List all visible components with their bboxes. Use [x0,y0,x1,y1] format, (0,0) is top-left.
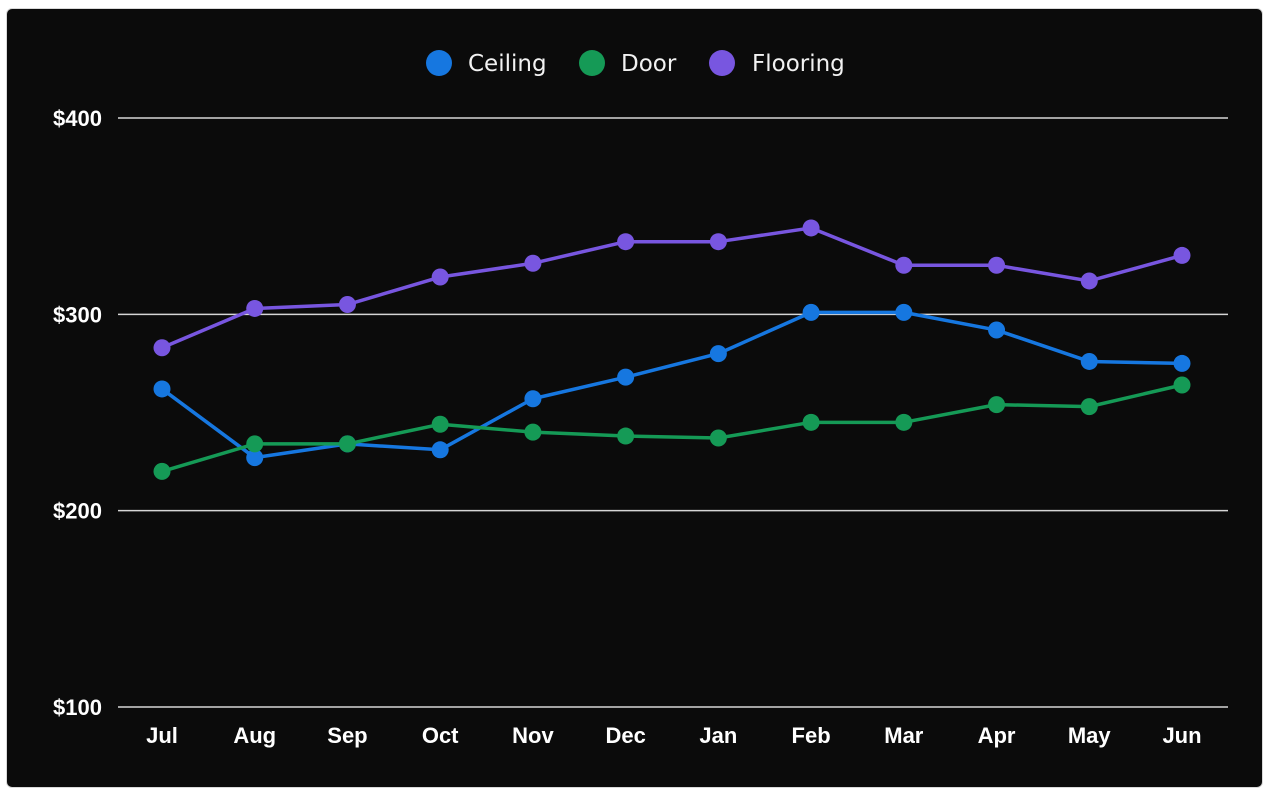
y-tick-label: $300 [53,302,102,327]
x-tick-label: Aug [233,723,276,748]
y-axis-ticks: $100 $200 $300 $400 [53,106,102,720]
data-point-door [246,435,264,453]
data-point-ceiling [524,390,542,408]
legend[interactable]: Ceiling Door Flooring [426,50,845,77]
legend-swatch-ceiling [426,50,452,76]
legend-item-door[interactable]: Door [579,50,677,77]
data-point-door [338,435,356,453]
data-point-flooring [153,339,171,357]
data-point-flooring [1173,246,1191,264]
data-point-ceiling [802,303,820,321]
series-line-door [160,383,1184,474]
legend-label-door: Door [621,51,677,77]
x-tick-label: Nov [512,723,554,748]
y-tick-label: $200 [53,499,102,524]
legend-item-ceiling[interactable]: Ceiling [426,50,547,77]
series-flooring [153,219,1191,357]
data-point-door [431,415,449,433]
data-point-flooring [709,233,727,251]
legend-swatch-door [579,50,605,76]
y-tick-label: $400 [53,106,102,131]
legend-swatch-flooring [709,50,735,76]
x-tick-label: Apr [978,723,1016,748]
data-point-flooring [431,268,449,286]
chart-panel [6,8,1263,788]
x-tick-label: Jan [699,723,737,748]
data-point-flooring [988,256,1006,274]
data-point-ceiling [1173,354,1191,372]
series-line-ceiling [160,310,1184,460]
data-point-flooring [617,233,635,251]
data-point-ceiling [709,345,727,363]
y-tick-label: $100 [53,695,102,720]
data-point-ceiling [246,449,264,467]
x-tick-label: Mar [884,723,924,748]
data-point-door [709,429,727,447]
x-tick-label: Jun [1162,723,1201,748]
data-point-door [802,413,820,431]
data-point-ceiling [895,303,913,321]
data-point-flooring [802,219,820,237]
x-axis-ticks: Jul Aug Sep Oct Nov Dec Jan Feb Mar Apr May Jun [146,723,1201,748]
data-point-door [617,427,635,445]
data-point-door [1173,376,1191,394]
data-point-flooring [524,254,542,272]
legend-label-ceiling: Ceiling [468,51,547,77]
x-tick-label: May [1068,723,1112,748]
x-tick-label: Feb [792,723,831,748]
data-point-flooring [338,296,356,314]
x-tick-label: Dec [605,723,645,748]
grid-lines [118,117,1228,708]
data-point-door [895,413,913,431]
legend-item-flooring[interactable]: Flooring [709,50,845,77]
legend-label-flooring: Flooring [752,51,845,77]
data-point-ceiling [153,380,171,398]
series-ceiling [153,303,1191,467]
x-tick-label: Jul [146,723,178,748]
data-point-flooring [895,256,913,274]
data-point-door [153,462,171,480]
data-point-flooring [1080,272,1098,290]
data-point-ceiling [431,441,449,459]
data-point-flooring [246,299,264,317]
data-point-door [1080,398,1098,416]
series-line-flooring [160,226,1184,350]
data-point-ceiling [617,368,635,386]
data-point-door [524,423,542,441]
data-point-ceiling [988,321,1006,339]
series-door [153,376,1191,480]
data-point-door [988,396,1006,414]
x-tick-label: Oct [422,723,459,748]
data-point-ceiling [1080,352,1098,370]
x-tick-label: Sep [327,723,367,748]
series-lines [153,219,1191,480]
